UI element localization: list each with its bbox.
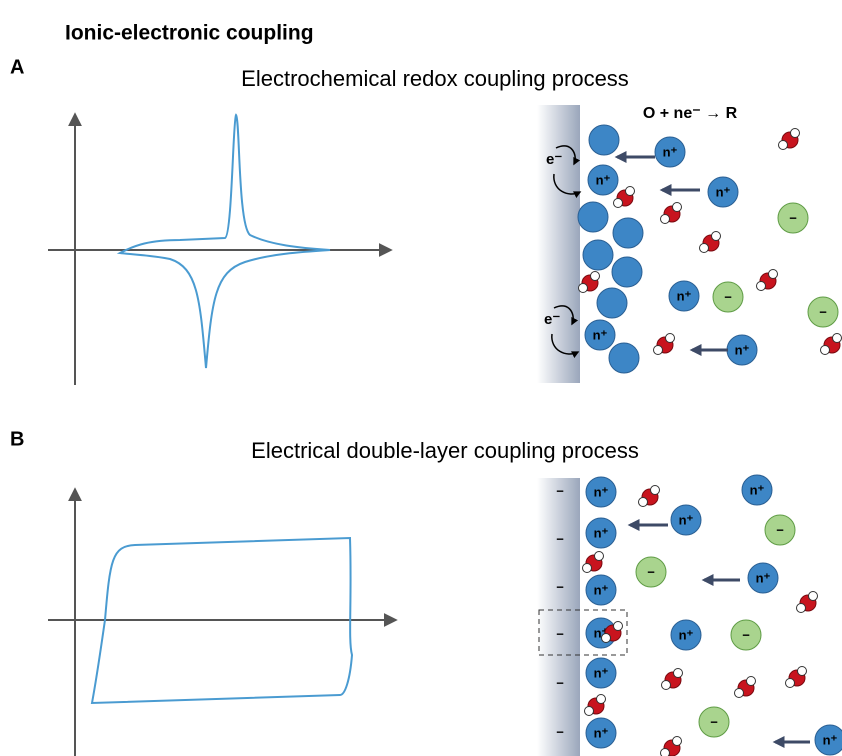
- anion-label: −: [776, 522, 784, 537]
- electron-label: e⁻: [546, 151, 562, 168]
- cation-label: n⁺: [679, 627, 694, 642]
- water-hydrogen: [757, 282, 766, 291]
- water-hydrogen: [614, 199, 623, 208]
- water-hydrogen: [673, 737, 682, 746]
- water-hydrogen: [779, 141, 788, 150]
- surface-charge: −: [556, 724, 564, 739]
- anion-label: −: [710, 714, 718, 729]
- cation-label: n⁺: [594, 525, 609, 540]
- cation-label: n⁺: [750, 482, 765, 497]
- ion-sphere: [613, 218, 643, 248]
- water-hydrogen: [673, 203, 682, 212]
- water-hydrogen: [735, 689, 744, 698]
- cation-label: n⁺: [594, 484, 609, 499]
- water-hydrogen: [712, 232, 721, 241]
- water-hydrogen: [661, 749, 670, 756]
- water-hydrogen: [654, 346, 663, 355]
- water-hydrogen: [786, 679, 795, 688]
- water-hydrogen: [661, 215, 670, 224]
- panel-title: Electrical double-layer coupling process: [251, 438, 639, 463]
- cation-label: n⁺: [716, 184, 731, 199]
- cation-label: n⁺: [594, 725, 609, 740]
- figure-title: Ionic-electronic coupling: [65, 22, 314, 45]
- water-hydrogen: [583, 564, 592, 573]
- ion-sphere: [578, 202, 608, 232]
- water-hydrogen: [797, 604, 806, 613]
- cation-label: n⁺: [596, 172, 611, 187]
- water-hydrogen: [626, 187, 635, 196]
- ion-sphere: [583, 240, 613, 270]
- anion-label: −: [742, 627, 750, 642]
- cation-label: n⁺: [594, 582, 609, 597]
- axes: [48, 115, 390, 385]
- water-hydrogen: [833, 334, 842, 343]
- surface-charge: −: [556, 483, 564, 498]
- figure: Ionic-electronic coupling A Electrochemi…: [0, 0, 842, 756]
- water-hydrogen: [662, 681, 671, 690]
- water-hydrogen: [579, 284, 588, 293]
- ion-sphere: [612, 257, 642, 287]
- surface-charge: −: [556, 579, 564, 594]
- anion-label: −: [789, 210, 797, 225]
- cation-label: n⁺: [756, 570, 771, 585]
- water-hydrogen: [700, 244, 709, 253]
- ion-sphere: [597, 288, 627, 318]
- water-hydrogen: [769, 270, 778, 279]
- water-hydrogen: [666, 334, 675, 343]
- water-hydrogen: [747, 677, 756, 686]
- axes: [48, 490, 395, 756]
- ion-sphere: [609, 343, 639, 373]
- anion-label: −: [724, 289, 732, 304]
- water-hydrogen: [639, 498, 648, 507]
- panel-label: B: [10, 428, 24, 450]
- water-hydrogen: [585, 707, 594, 716]
- anion-label: −: [819, 304, 827, 319]
- surface-charge: −: [556, 626, 564, 641]
- cation-label: n⁺: [679, 512, 694, 527]
- water-hydrogen: [602, 634, 611, 643]
- water-hydrogen: [674, 669, 683, 678]
- water-hydrogen: [791, 129, 800, 138]
- water-hydrogen: [798, 667, 807, 676]
- cation-label: n⁺: [823, 732, 838, 747]
- cv-redox-curve: [120, 115, 330, 368]
- cation-label: n⁺: [593, 327, 608, 342]
- surface-charge: −: [556, 675, 564, 690]
- panel-label: A: [10, 56, 24, 78]
- electron-label: e⁻: [544, 311, 560, 328]
- reaction-equation: O + ne⁻ → R: [643, 105, 738, 122]
- electrode: [537, 478, 580, 756]
- surface-charge: −: [556, 531, 564, 546]
- water-hydrogen: [595, 552, 604, 561]
- water-hydrogen: [809, 592, 818, 601]
- cation-label: n⁺: [663, 144, 678, 159]
- ion-sphere: [589, 125, 619, 155]
- water-hydrogen: [597, 695, 606, 704]
- water-hydrogen: [614, 622, 623, 631]
- cation-label: n⁺: [677, 288, 692, 303]
- panel-title: Electrochemical redox coupling process: [241, 66, 629, 91]
- water-hydrogen: [821, 346, 830, 355]
- cation-label: n⁺: [735, 342, 750, 357]
- cation-label: n⁺: [594, 665, 609, 680]
- water-hydrogen: [591, 272, 600, 281]
- anion-label: −: [647, 564, 655, 579]
- water-hydrogen: [651, 486, 660, 495]
